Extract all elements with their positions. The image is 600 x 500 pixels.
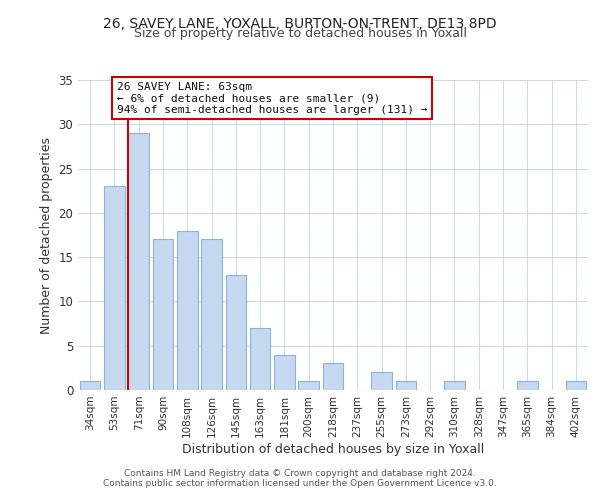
Bar (250, 328, 271, 390)
Bar (444, 381, 465, 390)
Y-axis label: Number of detached properties: Number of detached properties (40, 136, 53, 334)
Bar (104, 186, 125, 390)
Text: Contains HM Land Registry data © Crown copyright and database right 2024.: Contains HM Land Registry data © Crown c… (124, 468, 476, 477)
Bar (517, 381, 538, 390)
Bar (395, 381, 416, 390)
Bar (201, 240, 222, 390)
Bar (128, 133, 149, 390)
Bar (323, 364, 343, 390)
Bar (177, 230, 197, 390)
Text: Size of property relative to detached houses in Yoxall: Size of property relative to detached ho… (133, 28, 467, 40)
Text: Contains public sector information licensed under the Open Government Licence v3: Contains public sector information licen… (103, 478, 497, 488)
Bar (566, 381, 586, 390)
Text: 26 SAVEY LANE: 63sqm
← 6% of detached houses are smaller (9)
94% of semi-detache: 26 SAVEY LANE: 63sqm ← 6% of detached ho… (117, 82, 427, 115)
X-axis label: Distribution of detached houses by size in Yoxall: Distribution of detached houses by size … (182, 442, 484, 456)
Bar (371, 372, 392, 390)
Text: 26, SAVEY LANE, YOXALL, BURTON-ON-TRENT, DE13 8PD: 26, SAVEY LANE, YOXALL, BURTON-ON-TRENT,… (103, 18, 497, 32)
Bar (226, 275, 246, 390)
Bar (298, 381, 319, 390)
Bar (152, 240, 173, 390)
Bar (274, 354, 295, 390)
Bar (80, 381, 100, 390)
